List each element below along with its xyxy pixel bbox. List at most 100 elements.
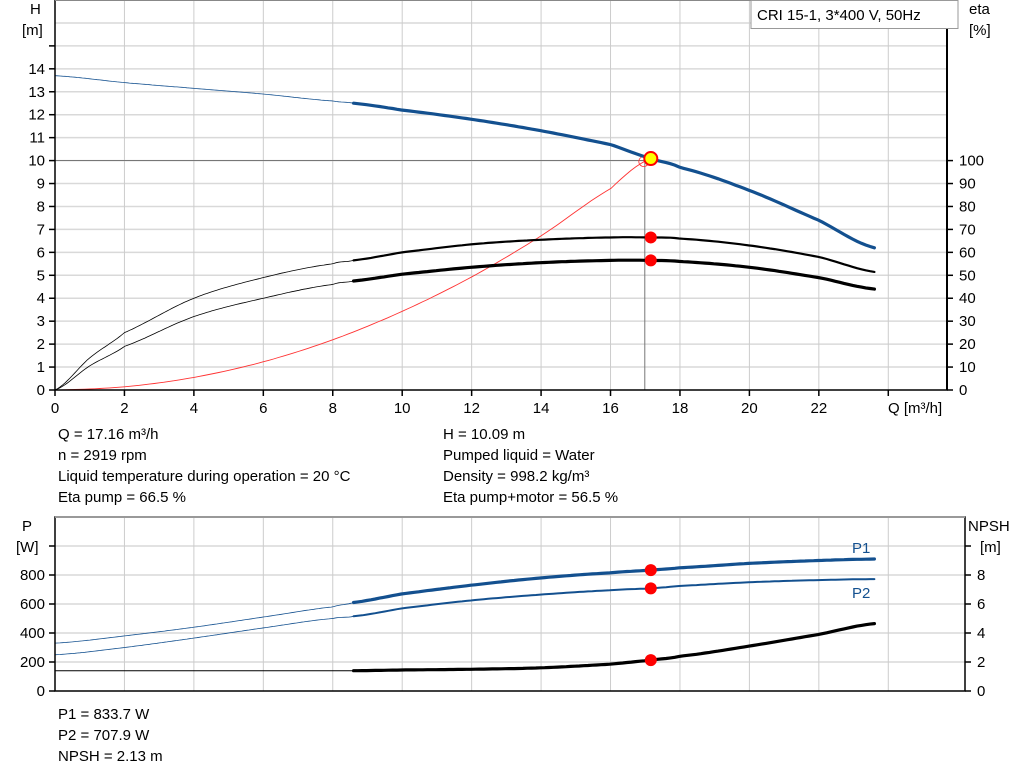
legend-text: CRI 15-1, 3*400 V, 50Hz bbox=[757, 7, 921, 24]
h-tick-label: 4 bbox=[37, 290, 45, 307]
axes bbox=[49, 0, 971, 692]
p-axis-label: P bbox=[22, 518, 32, 535]
h-axis-label: H bbox=[30, 1, 41, 18]
info-eta-pump-motor: Eta pump+motor = 56.5 % bbox=[443, 489, 618, 506]
eta-tick-label: 70 bbox=[959, 221, 976, 238]
h-axis-unit: [m] bbox=[22, 22, 43, 39]
eta-tick-label: 80 bbox=[959, 198, 976, 215]
h-tick-label: 0 bbox=[37, 382, 45, 399]
eta_pump_motor-curve-thin bbox=[54, 280, 354, 391]
eta-tick-label: 100 bbox=[959, 153, 984, 170]
eta-tick-label: 0 bbox=[959, 382, 967, 399]
h-tick-label: 1 bbox=[37, 359, 45, 376]
eta-axis-label: eta bbox=[969, 1, 991, 18]
eta-tick-label: 10 bbox=[959, 359, 976, 376]
h-tick-label: 13 bbox=[28, 84, 45, 101]
head-curve-thin bbox=[54, 75, 354, 104]
eta-tick-label: 60 bbox=[959, 244, 976, 261]
p2-curve-thin bbox=[54, 615, 354, 656]
info-flow: Q = 17.16 m³/h bbox=[58, 426, 158, 443]
h-tick-label: 5 bbox=[37, 267, 45, 284]
npsh-tick-label: 2 bbox=[977, 654, 985, 671]
h-tick-label: 2 bbox=[37, 336, 45, 353]
info-p2: P2 = 707.9 W bbox=[58, 727, 150, 744]
info-npsh: NPSH = 2.13 m bbox=[58, 748, 163, 765]
info-p1: P1 = 833.7 W bbox=[58, 706, 150, 723]
q-tick-label: 4 bbox=[190, 400, 198, 417]
q-tick-label: 22 bbox=[810, 400, 827, 417]
eta-tick-label: 40 bbox=[959, 290, 976, 307]
q-tick-label: 20 bbox=[741, 400, 758, 417]
h-tick-label: 11 bbox=[29, 130, 45, 147]
q-tick-label: 6 bbox=[259, 400, 267, 417]
duty-point-marker bbox=[643, 151, 659, 167]
q-tick-label: 18 bbox=[672, 400, 689, 417]
q-axis-label: Q [m³/h] bbox=[888, 400, 942, 417]
npsh-tick-label: 8 bbox=[977, 567, 985, 584]
p2-series-label: P2 bbox=[852, 585, 870, 602]
curves bbox=[54, 75, 876, 673]
h-tick-label: 9 bbox=[37, 176, 45, 193]
info-eta-pump: Eta pump = 66.5 % bbox=[58, 489, 186, 506]
h-tick-label: 3 bbox=[37, 313, 45, 330]
eta-tick-label: 90 bbox=[959, 176, 976, 193]
eta_pump-curve-thin bbox=[54, 260, 354, 391]
top-grid bbox=[54, 0, 947, 390]
q-tick-label: 12 bbox=[463, 400, 480, 417]
info-bottom: P1 = 833.7 W P2 = 707.9 W NPSH = 2.13 m bbox=[58, 706, 163, 765]
q-tick-label: 10 bbox=[394, 400, 411, 417]
info-top-left: Q = 17.16 m³/h n = 2919 rpm Liquid tempe… bbox=[58, 426, 351, 506]
npsh-tick-label: 0 bbox=[977, 683, 985, 700]
q-tick-label: 0 bbox=[51, 400, 59, 417]
eta-tick-label: 50 bbox=[959, 267, 976, 284]
h-tick-label: 6 bbox=[37, 244, 45, 261]
npsh-axis-label: NPSH bbox=[968, 518, 1010, 535]
npsh-tick-label: 4 bbox=[977, 625, 985, 642]
p1-series-label: P1 bbox=[852, 540, 870, 557]
p1-curve bbox=[352, 557, 876, 605]
p2-duty-marker bbox=[644, 582, 657, 595]
eta_pump-curve bbox=[352, 236, 876, 273]
q-tick-label: 8 bbox=[329, 400, 337, 417]
h-tick-label: 12 bbox=[28, 107, 45, 124]
q-tick-label: 16 bbox=[602, 400, 619, 417]
info-head: H = 10.09 m bbox=[443, 426, 525, 443]
npsh-tick-label: 6 bbox=[977, 596, 985, 613]
info-temperature: Liquid temperature during operation = 20… bbox=[58, 468, 351, 485]
system-curve bbox=[54, 158, 651, 391]
top-plot-frame bbox=[54, 0, 948, 391]
info-speed: n = 2919 rpm bbox=[58, 447, 147, 464]
p-axis-unit: [W] bbox=[16, 539, 39, 556]
q-tick-label: 14 bbox=[533, 400, 550, 417]
info-liquid: Pumped liquid = Water bbox=[443, 447, 595, 464]
eta-tick-label: 30 bbox=[959, 313, 976, 330]
p-tick-label: 800 bbox=[20, 567, 45, 584]
npsh-duty-marker bbox=[644, 654, 657, 667]
tick-labels: 0123456789101112131401020304050607080901… bbox=[20, 61, 985, 700]
head-curve bbox=[352, 101, 876, 250]
p1-duty-marker bbox=[644, 564, 657, 577]
eta_pump-duty-marker bbox=[644, 231, 657, 244]
eta_pump_motor-curve bbox=[352, 258, 876, 291]
h-tick-label: 14 bbox=[28, 61, 45, 78]
p-tick-label: 0 bbox=[37, 683, 45, 700]
eta-axis-unit: [%] bbox=[969, 22, 991, 39]
p-tick-label: 200 bbox=[20, 654, 45, 671]
npsh-curve bbox=[352, 622, 876, 673]
q-tick-label: 2 bbox=[120, 400, 128, 417]
eta-tick-label: 20 bbox=[959, 336, 976, 353]
p1-curve-thin bbox=[54, 602, 354, 644]
h-tick-label: 7 bbox=[37, 221, 45, 238]
info-top-right: H = 10.09 m Pumped liquid = Water Densit… bbox=[443, 426, 618, 506]
bottom-grid bbox=[54, 517, 965, 691]
p2-curve bbox=[352, 578, 876, 618]
h-tick-label: 10 bbox=[28, 153, 45, 170]
h-tick-label: 8 bbox=[37, 198, 45, 215]
info-density: Density = 998.2 kg/m³ bbox=[443, 468, 589, 485]
p-tick-label: 600 bbox=[20, 596, 45, 613]
eta_pump_motor-duty-marker bbox=[644, 254, 657, 267]
p-tick-label: 400 bbox=[20, 625, 45, 642]
legend-box: CRI 15-1, 3*400 V, 50Hz bbox=[750, 0, 959, 29]
npsh-axis-unit: [m] bbox=[980, 539, 1001, 556]
